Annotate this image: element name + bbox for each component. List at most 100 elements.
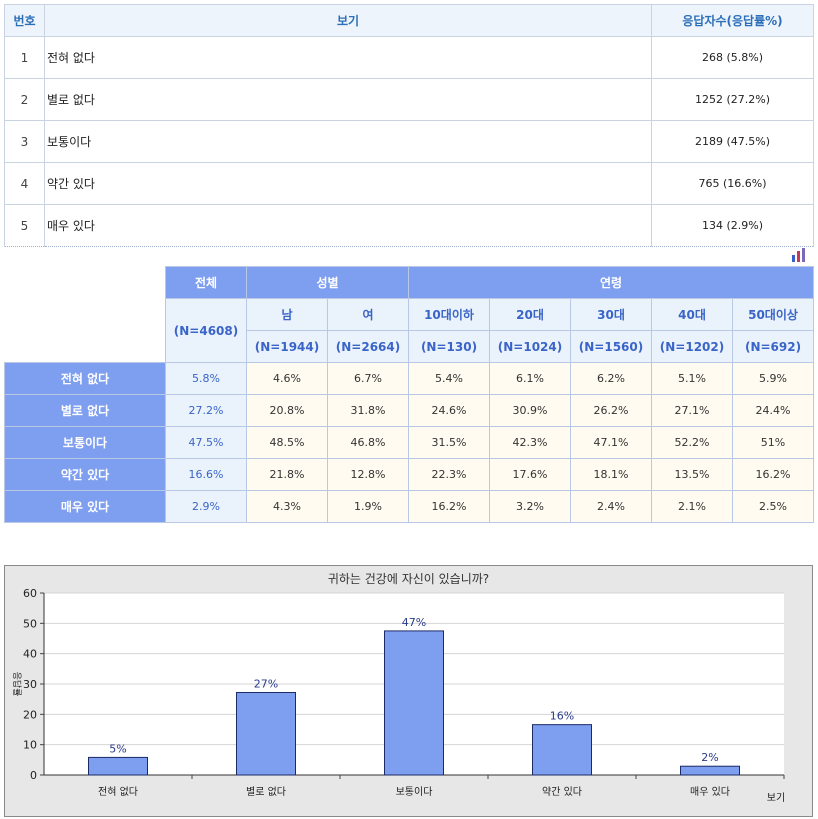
x-tick-label: 약간 있다 — [542, 786, 582, 798]
row-value: 31.8% — [327, 394, 409, 427]
table-row: 매우 있다 2.9% 4.3% 1.9% 16.2% 3.2% 2.4% 2.1… — [4, 490, 815, 523]
summary-table: 번호 보기 응답자수(응답률%) 1 전혀 없다 268 (5.8%) 2 별로… — [4, 4, 814, 247]
row-value: 24.6% — [408, 394, 490, 427]
row-option: 약간 있다 — [44, 162, 652, 205]
data-label: 2% — [701, 751, 718, 764]
row-total: 47.5% — [165, 426, 247, 459]
row-value: 3.2% — [489, 490, 571, 523]
col-label: 여 — [327, 298, 409, 331]
data-label: 47% — [402, 616, 426, 629]
summary-header-row: 번호 보기 응답자수(응답률%) — [4, 4, 814, 37]
bar — [532, 724, 592, 776]
header-count: 응답자수(응답률%) — [651, 4, 814, 37]
row-label: 약간 있다 — [4, 458, 166, 491]
row-value: 24.4% — [731, 394, 815, 427]
row-value: 48.5% — [246, 426, 328, 459]
row-value: 2.4% — [570, 490, 652, 523]
y-axis-label: 응답률 — [11, 672, 23, 697]
row-option: 별로 없다 — [44, 78, 652, 121]
y-tick-label: 30 — [23, 678, 37, 691]
row-value: 31.5% — [408, 426, 490, 459]
row-no: 2 — [4, 78, 45, 121]
row-value: 46.8% — [327, 426, 409, 459]
row-value: 5.9% — [731, 362, 815, 395]
row-value: 2.5% — [731, 490, 815, 523]
row-value: 1.9% — [327, 490, 409, 523]
row-value: 4.3% — [246, 490, 328, 523]
x-tick-label: 매우 있다 — [690, 786, 730, 798]
x-axis-label: 보기 — [767, 792, 785, 804]
row-value: 21.8% — [246, 458, 328, 491]
row-count: 268 (5.8%) — [651, 36, 814, 79]
row-label: 전혀 없다 — [4, 362, 166, 395]
row-value: 26.2% — [570, 394, 652, 427]
row-no: 1 — [4, 36, 45, 79]
col-n: (N=692) — [731, 330, 815, 363]
col-n: (N=1202) — [651, 330, 733, 363]
row-no: 3 — [4, 120, 45, 163]
chart-title: 귀하는 건강에 자신이 있습니까? — [327, 572, 490, 586]
row-count: 1252 (27.2%) — [651, 78, 814, 121]
col-n: (N=130) — [408, 330, 490, 363]
row-value: 4.6% — [246, 362, 328, 395]
row-value: 16.2% — [731, 458, 815, 491]
row-count: 134 (2.9%) — [651, 204, 814, 247]
bar-chart-icon[interactable] — [791, 248, 807, 262]
col-label: 30대 — [570, 298, 652, 331]
col-n: (N=1560) — [570, 330, 652, 363]
row-value: 27.1% — [651, 394, 733, 427]
x-tick-label: 보통이다 — [396, 786, 433, 798]
row-value: 22.3% — [408, 458, 490, 491]
y-tick-label: 40 — [23, 648, 37, 661]
row-value: 20.8% — [246, 394, 328, 427]
col-n: (N=2664) — [327, 330, 409, 363]
row-total: 16.6% — [165, 458, 247, 491]
row-label: 매우 있다 — [4, 490, 166, 523]
y-tick-label: 20 — [23, 708, 37, 721]
bar-chart: 귀하는 건강에 자신이 있습니까? 0 10 20 30 40 50 60 응답률 5% 전혀 없… — [4, 565, 813, 817]
data-label: 16% — [550, 710, 574, 723]
bar — [680, 765, 740, 776]
data-label: 5% — [109, 742, 126, 755]
row-value: 47.1% — [570, 426, 652, 459]
row-value: 2.1% — [651, 490, 733, 523]
header-gender: 성별 — [246, 266, 409, 299]
table-row: 5 매우 있다 134 (2.9%) — [4, 204, 814, 247]
total-n: (N=4608) — [165, 298, 247, 363]
row-value: 51% — [731, 426, 815, 459]
row-value: 13.5% — [651, 458, 733, 491]
col-label: 10대이하 — [408, 298, 490, 331]
col-label: 40대 — [651, 298, 733, 331]
col-label: 20대 — [489, 298, 571, 331]
bar — [88, 756, 148, 776]
table-row: 약간 있다 16.6% 21.8% 12.8% 22.3% 17.6% 18.1… — [4, 458, 815, 491]
data-label: 27% — [254, 677, 278, 690]
row-value: 30.9% — [489, 394, 571, 427]
y-tick-label: 0 — [30, 769, 37, 782]
table-row: 4 약간 있다 765 (16.6%) — [4, 162, 814, 205]
row-value: 5.1% — [651, 362, 733, 395]
row-value: 18.1% — [570, 458, 652, 491]
col-label: 남 — [246, 298, 328, 331]
row-value: 17.6% — [489, 458, 571, 491]
row-total: 27.2% — [165, 394, 247, 427]
row-no: 4 — [4, 162, 45, 205]
row-count: 2189 (47.5%) — [651, 120, 814, 163]
row-value: 12.8% — [327, 458, 409, 491]
row-value: 5.4% — [408, 362, 490, 395]
row-value: 16.2% — [408, 490, 490, 523]
col-n: (N=1944) — [246, 330, 328, 363]
header-option: 보기 — [44, 4, 652, 37]
y-tick-label: 50 — [23, 617, 37, 630]
row-value: 6.2% — [570, 362, 652, 395]
row-no: 5 — [4, 204, 45, 247]
header-no: 번호 — [4, 4, 45, 37]
row-label: 별로 없다 — [4, 394, 166, 427]
y-tick-label: 60 — [23, 587, 37, 600]
row-total: 5.8% — [165, 362, 247, 395]
row-value: 6.1% — [489, 362, 571, 395]
chart-canvas: 0 10 20 30 40 50 60 응답률 5% 전혀 없다 27% 별로 없다 47% 보통이다 16… — [11, 587, 785, 804]
col-label: 50대이상 — [731, 298, 815, 331]
y-tick-label: 10 — [23, 739, 37, 752]
row-label: 보통이다 — [4, 426, 166, 459]
